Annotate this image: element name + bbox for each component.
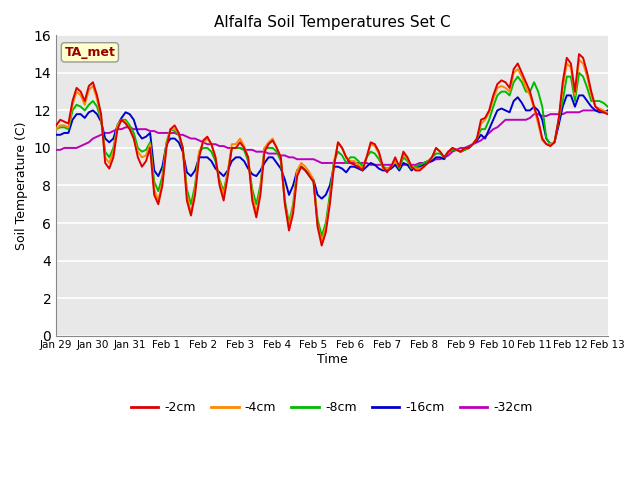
Legend: -2cm, -4cm, -8cm, -16cm, -32cm: -2cm, -4cm, -8cm, -16cm, -32cm — [126, 396, 538, 419]
Title: Alfalfa Soil Temperatures Set C: Alfalfa Soil Temperatures Set C — [214, 15, 450, 30]
X-axis label: Time: Time — [317, 353, 348, 366]
Text: TA_met: TA_met — [65, 46, 115, 59]
Y-axis label: Soil Temperature (C): Soil Temperature (C) — [15, 121, 28, 250]
